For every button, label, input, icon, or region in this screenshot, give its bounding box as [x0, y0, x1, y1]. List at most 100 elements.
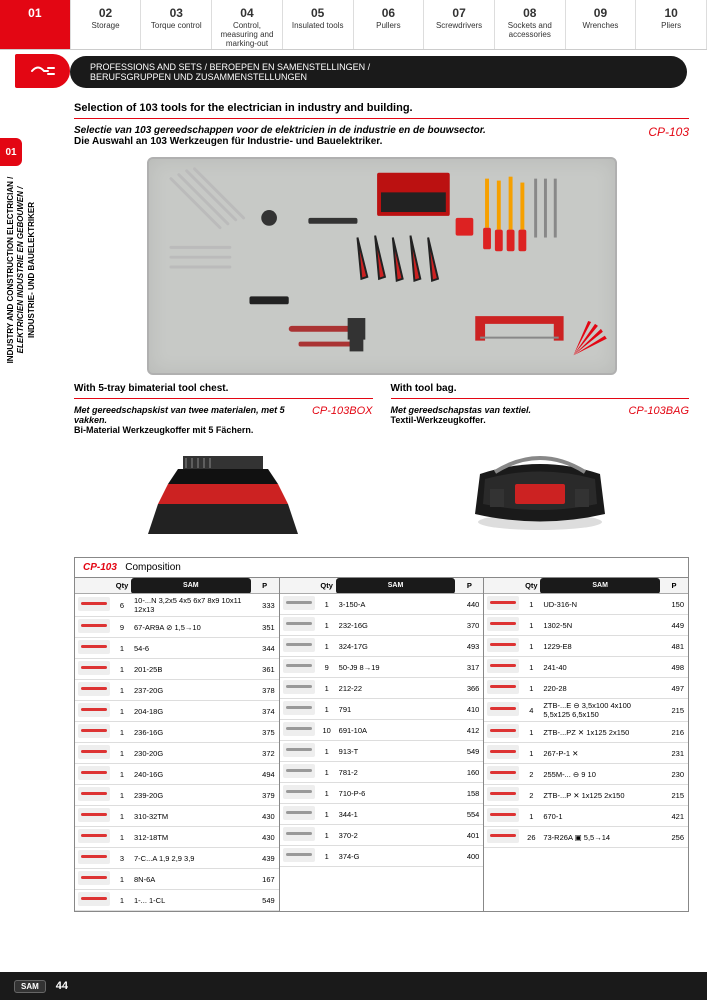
row-qty: 3 — [113, 848, 131, 869]
row-ref: 67-AR9A ⊘ 1,5→10 — [131, 617, 251, 638]
row-thumb — [484, 678, 522, 699]
row-page: 370 — [455, 615, 483, 636]
row-page: 379 — [251, 785, 279, 806]
row-thumb — [75, 848, 113, 869]
table-row: 2673-R26A ▣ 5,5→14256 — [484, 827, 688, 848]
row-ref: 710-P-6 — [336, 783, 456, 804]
row-thumb — [280, 804, 318, 825]
row-qty: 1 — [318, 825, 336, 846]
table-row: 1201-25B361 — [75, 659, 279, 680]
row-qty: 1 — [113, 743, 131, 764]
row-ref: ZTB-...E ⊖ 3,5x100 4x100 5,5x125 6,5x150 — [540, 699, 660, 722]
row-ref: 50-J9 8→19 — [336, 657, 456, 678]
table-row: 1ZTB-...PZ ✕ 1x125 2x150216 — [484, 722, 688, 743]
row-thumb — [280, 636, 318, 657]
row-page: 497 — [660, 678, 688, 699]
tab-01[interactable]: 01 — [0, 0, 71, 49]
tab-03[interactable]: 03Torque control — [141, 0, 212, 49]
row-qty: 10 — [318, 720, 336, 741]
tab-05[interactable]: 05Insulated tools — [283, 0, 354, 49]
row-ref: 230-20G — [131, 743, 251, 764]
row-page: 549 — [251, 890, 279, 911]
bag-sku: CP-103BAG — [628, 405, 689, 417]
th-p: P — [251, 578, 279, 594]
row-qty: 9 — [113, 617, 131, 638]
th-sam: SAM — [131, 578, 251, 594]
row-page: 150 — [660, 594, 688, 615]
row-page: 361 — [251, 659, 279, 680]
bag-image — [455, 429, 625, 539]
plug-icon — [15, 54, 70, 88]
row-qty: 1 — [318, 699, 336, 720]
row-ref: 241-40 — [540, 657, 660, 678]
table-row: 4ZTB-...E ⊖ 3,5x100 4x100 5,5x125 6,5x15… — [484, 699, 688, 722]
row-page: 440 — [455, 594, 483, 615]
row-page: 215 — [660, 785, 688, 806]
tab-09[interactable]: 09Wrenches — [566, 0, 637, 49]
hero-title-de: Die Auswahl an 103 Werkzeugen für Indust… — [74, 136, 689, 147]
row-thumb — [484, 636, 522, 657]
composition-title: CP-103 Composition — [75, 558, 688, 578]
row-thumb — [280, 783, 318, 804]
tab-label — [0, 20, 70, 22]
breadcrumb-line1: PROFESSIONS AND SETS / BEROEPEN EN SAMEN… — [90, 62, 370, 72]
table-row: 10691-10A412 — [280, 720, 484, 741]
row-page: 494 — [251, 764, 279, 785]
page-number: 44 — [56, 980, 68, 992]
row-ref: 781-2 — [336, 762, 456, 783]
tab-num: 01 — [0, 6, 70, 20]
row-ref: 201-25B — [131, 659, 251, 680]
row-ref: 54-6 — [131, 638, 251, 659]
comp-col-2: Qty SAM P 13-150-A4401232-16G3701324-17G… — [280, 578, 484, 867]
row-qty: 1 — [113, 806, 131, 827]
row-qty: 1 — [113, 890, 131, 911]
tab-07[interactable]: 07Screwdrivers — [424, 0, 495, 49]
row-thumb — [484, 657, 522, 678]
table-row: 1220-28497 — [484, 678, 688, 699]
row-qty: 4 — [522, 699, 540, 722]
row-ref: 3-150-A — [336, 594, 456, 615]
row-page: 215 — [660, 699, 688, 722]
row-ref: 240-16G — [131, 764, 251, 785]
row-thumb — [75, 638, 113, 659]
row-ref: 913-T — [336, 741, 456, 762]
row-page: 498 — [660, 657, 688, 678]
table-row: 37-C...A 1,9 2,9 3,9439 — [75, 848, 279, 869]
row-page: 374 — [251, 701, 279, 722]
row-thumb — [484, 615, 522, 636]
table-row: 1344-1554 — [280, 804, 484, 825]
table-row: 950-J9 8→19317 — [280, 657, 484, 678]
row-thumb — [75, 659, 113, 680]
row-thumb — [484, 827, 522, 848]
row-ref: 236-16G — [131, 722, 251, 743]
composition-table: CP-103 Composition Qty SAM P 610-...N 3,… — [74, 557, 689, 912]
row-ref: 239-20G — [131, 785, 251, 806]
row-thumb — [280, 678, 318, 699]
tab-02[interactable]: 02Storage — [71, 0, 142, 49]
table-row: 1241-40498 — [484, 657, 688, 678]
table-row: 1237-20G378 — [75, 680, 279, 701]
row-page: 231 — [660, 743, 688, 764]
row-ref: 255M-... ⊖ 9 10 — [540, 764, 660, 785]
row-thumb — [280, 762, 318, 783]
table-row: 1791410 — [280, 699, 484, 720]
row-ref: 691-10A — [336, 720, 456, 741]
table-row: 1374-G400 — [280, 846, 484, 867]
table-row: 13-150-A440 — [280, 594, 484, 615]
row-page: 366 — [455, 678, 483, 699]
table-row: 1370-2401 — [280, 825, 484, 846]
row-page: 493 — [455, 636, 483, 657]
row-page: 317 — [455, 657, 483, 678]
row-qty: 1 — [113, 785, 131, 806]
tab-04[interactable]: 04Control, measuring and marking-out — [212, 0, 283, 49]
tab-10[interactable]: 10Pliers — [636, 0, 707, 49]
row-qty: 1 — [113, 638, 131, 659]
row-page: 421 — [660, 806, 688, 827]
row-thumb — [484, 722, 522, 743]
row-qty: 1 — [318, 762, 336, 783]
row-thumb — [280, 741, 318, 762]
row-ref: 1229-E8 — [540, 636, 660, 657]
tab-06[interactable]: 06Pullers — [354, 0, 425, 49]
th-qty: Qty — [113, 578, 131, 594]
tab-08[interactable]: 08Sockets and accessories — [495, 0, 566, 49]
